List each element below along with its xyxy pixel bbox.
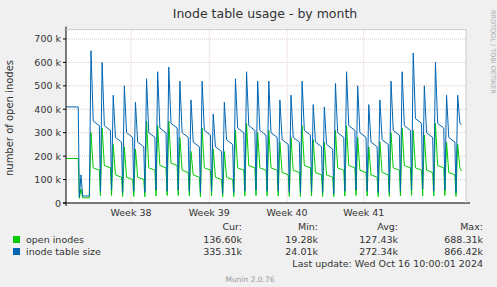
x-tick-label: Week 41 [343,207,384,218]
legend-label: inode table size [26,246,101,257]
y-tick-label: 400 k [34,104,61,115]
y-grid-line [66,132,466,133]
chart: Inode table usage - by month number of op… [0,0,497,287]
series-line [66,121,462,198]
stats-value: 335.31k [203,246,242,257]
footer: Munin 2.0.76 [225,275,274,284]
stats-header: Cur: [222,221,242,232]
y-axis [66,27,67,206]
data-lines [66,51,462,199]
y-grid-line [66,85,466,86]
plot-top-edge [66,29,466,30]
y-grid-line [66,38,466,39]
plot-area [66,30,466,203]
last-update: Last update: Wed Oct 16 10:00:01 2024 [292,258,483,269]
x-tick-label: Week 38 [110,207,151,218]
series-line [66,51,462,197]
grid [66,30,466,203]
stats-value: 127.43k [359,234,398,245]
stats-value: 19.28k [285,234,318,245]
y-grid-line [66,109,466,110]
x-grid-line [131,30,132,203]
y-tick-label: 300 k [34,127,61,138]
x-axis [63,203,470,204]
y-tick-label: 700 k [34,33,61,44]
legend-swatch [13,236,20,243]
stats-value: 688.31k [444,234,483,245]
legend-label: open inodes [26,234,84,245]
stats-value: 272.34k [359,246,398,257]
title: Inode table usage - by month [173,6,358,21]
legend-swatch [13,248,20,255]
x-grid-line [363,30,364,203]
y-tick-label: 200 k [34,151,61,162]
y-axis-label: number of open inodes [4,60,15,176]
y-tick-label: 500 k [34,80,61,91]
x-grid-line [209,30,210,203]
x-tick-label: Week 39 [189,207,230,218]
stats-header: Max: [460,221,483,232]
y-grid-line [66,62,466,63]
y-tick-label: 0 [55,198,61,209]
stats-header: Avg: [377,221,398,232]
y-tick-label: 100 k [34,174,61,185]
y-tick-label: 600 k [34,57,61,68]
x-tick-label: Week 40 [267,207,308,218]
background [0,0,497,287]
stats-header: Min: [298,221,318,232]
stats-value: 136.60k [203,234,242,245]
watermark: RRDTOOL / TOBI OETIKER [489,10,497,94]
stats-value: 24.01k [285,246,318,257]
stats-value: 866.42k [444,246,483,257]
x-grid-line [287,30,288,203]
plot-right-edge [466,30,467,203]
